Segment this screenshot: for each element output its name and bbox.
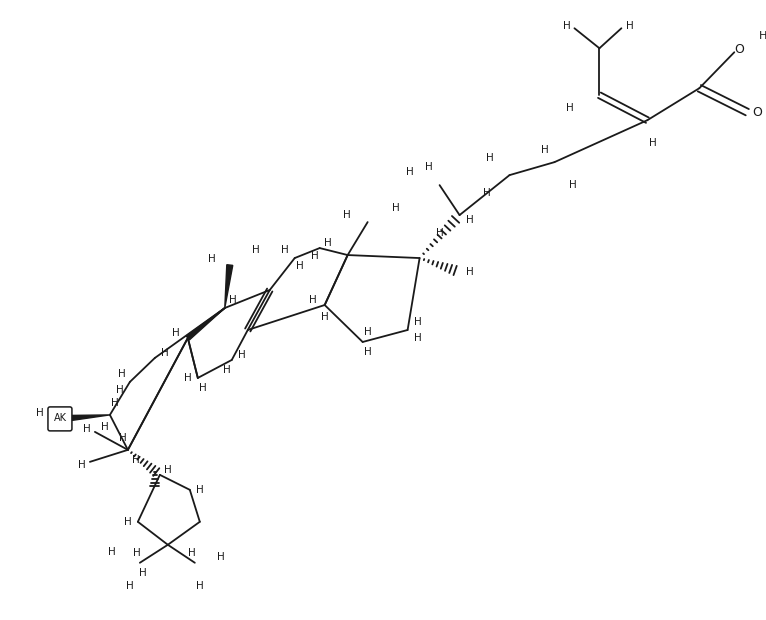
Text: H: H [172, 328, 180, 338]
Text: H: H [483, 188, 490, 198]
Text: H: H [391, 203, 400, 213]
Text: H: H [238, 350, 246, 360]
Text: H: H [223, 365, 231, 375]
Text: H: H [466, 267, 473, 277]
Text: H: H [196, 485, 204, 495]
Text: H: H [321, 312, 329, 322]
Text: H: H [466, 215, 473, 225]
Polygon shape [224, 265, 233, 308]
Text: H: H [188, 547, 195, 558]
Text: H: H [124, 517, 132, 527]
Text: H: H [343, 210, 351, 220]
Text: H: H [133, 547, 141, 558]
FancyBboxPatch shape [48, 407, 72, 431]
Text: H: H [364, 347, 372, 357]
Text: H: H [208, 254, 216, 264]
Text: H: H [132, 455, 139, 465]
Text: H: H [364, 327, 372, 337]
Text: H: H [119, 433, 126, 443]
Text: H: H [101, 422, 109, 432]
Text: H: H [139, 568, 147, 578]
Text: H: H [414, 317, 421, 327]
Text: H: H [436, 228, 444, 238]
Text: H: H [111, 398, 119, 408]
Text: AK: AK [54, 413, 67, 423]
Text: H: H [126, 581, 134, 591]
Text: H: H [184, 373, 192, 383]
Text: H: H [309, 295, 316, 305]
Text: O: O [752, 105, 762, 118]
Text: H: H [252, 245, 260, 255]
Text: H: H [108, 547, 116, 557]
Text: H: H [486, 153, 493, 163]
Text: H: H [164, 465, 172, 475]
Text: H: H [541, 145, 548, 155]
Text: H: H [78, 460, 86, 470]
Text: H: H [116, 385, 124, 395]
Text: H: H [324, 238, 332, 248]
Text: H: H [414, 333, 421, 343]
Text: H: H [626, 21, 633, 31]
Text: H: H [217, 552, 224, 562]
Text: H: H [36, 408, 44, 418]
Text: H: H [311, 251, 319, 261]
Text: H: H [406, 167, 414, 177]
Polygon shape [186, 308, 224, 340]
Polygon shape [72, 415, 110, 420]
Text: H: H [759, 31, 766, 42]
Text: H: H [562, 21, 571, 31]
Text: H: H [565, 103, 573, 113]
Text: H: H [199, 383, 207, 393]
Text: O: O [735, 43, 745, 56]
Text: H: H [281, 245, 289, 255]
Text: H: H [296, 261, 303, 271]
Text: H: H [83, 424, 91, 434]
Text: H: H [649, 138, 656, 148]
Text: H: H [161, 348, 169, 358]
Text: H: H [424, 162, 433, 172]
Text: H: H [118, 369, 126, 379]
Text: H: H [229, 295, 237, 305]
Text: H: H [196, 581, 204, 591]
Text: H: H [568, 180, 576, 190]
